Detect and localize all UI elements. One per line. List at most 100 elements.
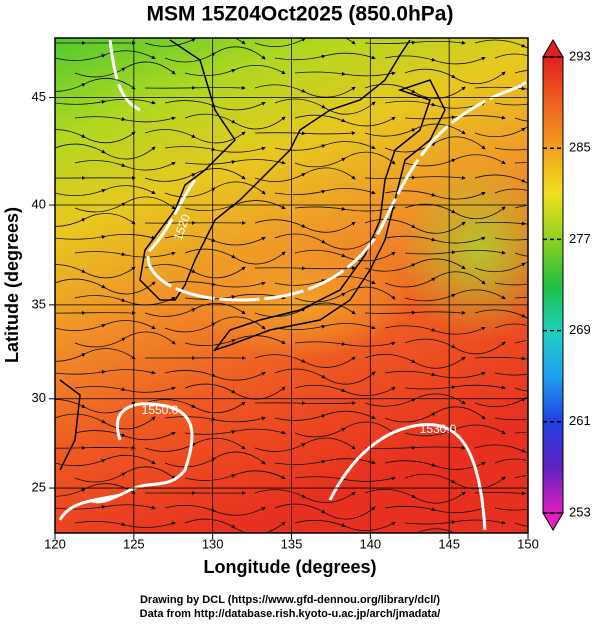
- streamline: [274, 323, 376, 330]
- field-shade: [400, 160, 528, 340]
- streamline: [364, 353, 466, 369]
- streamline: [384, 271, 486, 288]
- streamline: [184, 518, 286, 533]
- contour-label: 1530.0: [420, 422, 457, 436]
- streamline: [74, 61, 176, 78]
- streamline: [294, 384, 396, 397]
- streamline: [274, 458, 376, 465]
- footer-line: Drawing by DCL (https://www.gfd-dennou.o…: [140, 594, 440, 606]
- x-tick-label: 145: [438, 536, 460, 551]
- streamline: [474, 309, 528, 319]
- plot-frame: [54, 37, 529, 534]
- streamline: [274, 368, 376, 385]
- streamline: [494, 507, 528, 511]
- streamline: [144, 264, 246, 279]
- streamline: [55, 234, 156, 240]
- streamline: [164, 235, 266, 246]
- streamline: [364, 175, 466, 180]
- x-axis-label: Longitude (degrees): [203, 557, 376, 577]
- streamline: [55, 129, 136, 144]
- colorbar-tick-label: 253: [569, 504, 591, 519]
- streamline: [184, 159, 286, 165]
- streamline: [274, 98, 376, 115]
- streamline: [274, 275, 376, 286]
- streamline: [474, 86, 528, 91]
- colorbar-bar: [542, 56, 564, 514]
- streamline: [494, 458, 528, 464]
- streamline: [55, 143, 156, 160]
- streamline: [294, 206, 396, 212]
- streamline: [404, 289, 506, 302]
- streamline: [474, 396, 528, 408]
- streamline: [164, 146, 266, 153]
- streamline: [184, 65, 286, 77]
- streamline: [474, 444, 528, 454]
- streamline: [404, 338, 506, 355]
- streamline: [144, 399, 246, 414]
- streamline: [164, 281, 266, 288]
- x-tick-label: 125: [123, 536, 145, 551]
- streamline: [364, 445, 466, 450]
- streamline: [55, 399, 136, 414]
- colorbar: 253 261 269 277 285 293: [542, 39, 591, 531]
- streamline: [254, 266, 356, 271]
- colorbar-tick-label: 285: [569, 140, 591, 155]
- streamline: [474, 491, 528, 496]
- streamline: [184, 113, 286, 130]
- streamline: [474, 356, 528, 361]
- x-tick-label: 135: [281, 536, 303, 551]
- streamline: [474, 174, 528, 184]
- y-tick-label: 40: [32, 196, 46, 211]
- streamline: [184, 428, 286, 435]
- streamline: [294, 286, 396, 303]
- coastline: [139, 39, 411, 301]
- streamline: [294, 151, 396, 168]
- colorbar-top-arrow: [542, 39, 564, 58]
- streamline: [145, 535, 245, 548]
- colorbar-tick-label: 261: [569, 413, 591, 428]
- streamline: [404, 203, 506, 220]
- streamline: [254, 131, 356, 136]
- streamline: [55, 213, 136, 227]
- streamline: [55, 483, 136, 497]
- streamline: [474, 39, 528, 49]
- colorbar-tick-label: 269: [569, 322, 591, 337]
- streamline: [74, 251, 176, 258]
- map-field: 1520 1550.0 1530.0: [55, 38, 528, 548]
- streamline: [55, 77, 136, 92]
- colorbar-tick-label: 293: [569, 48, 591, 63]
- streamline: [494, 237, 528, 241]
- coastline: [59, 379, 81, 471]
- streamline: [55, 348, 136, 362]
- streamline: [494, 147, 528, 151]
- colorbar-bottom-arrow: [542, 512, 564, 531]
- streamline: [254, 437, 356, 452]
- streamline: [474, 261, 528, 273]
- streamline: [364, 488, 466, 504]
- streamline: [294, 249, 396, 262]
- streamline: [384, 100, 486, 109]
- streamline: [55, 50, 156, 61]
- streamline: [74, 430, 176, 441]
- contour-label: 1550.0: [142, 403, 179, 417]
- x-tick-label: 150: [517, 536, 539, 551]
- streamline: [384, 136, 486, 153]
- streamline: [164, 451, 266, 468]
- colorbar-tick-label: 277: [569, 231, 591, 246]
- streamline: [74, 386, 176, 393]
- streamline: [364, 40, 466, 45]
- streamline: [254, 354, 356, 368]
- streamline: [254, 167, 356, 182]
- streamline: [55, 413, 156, 430]
- coastline: [212, 79, 446, 352]
- streamline: [55, 320, 156, 332]
- streamline: [164, 370, 266, 381]
- streamline: [55, 98, 156, 105]
- streamline: [164, 416, 266, 423]
- y-tick-label: 35: [32, 296, 46, 311]
- streamline: [55, 310, 136, 315]
- streamline: [74, 160, 176, 171]
- streamline: [144, 85, 246, 90]
- streamline: [404, 519, 506, 525]
